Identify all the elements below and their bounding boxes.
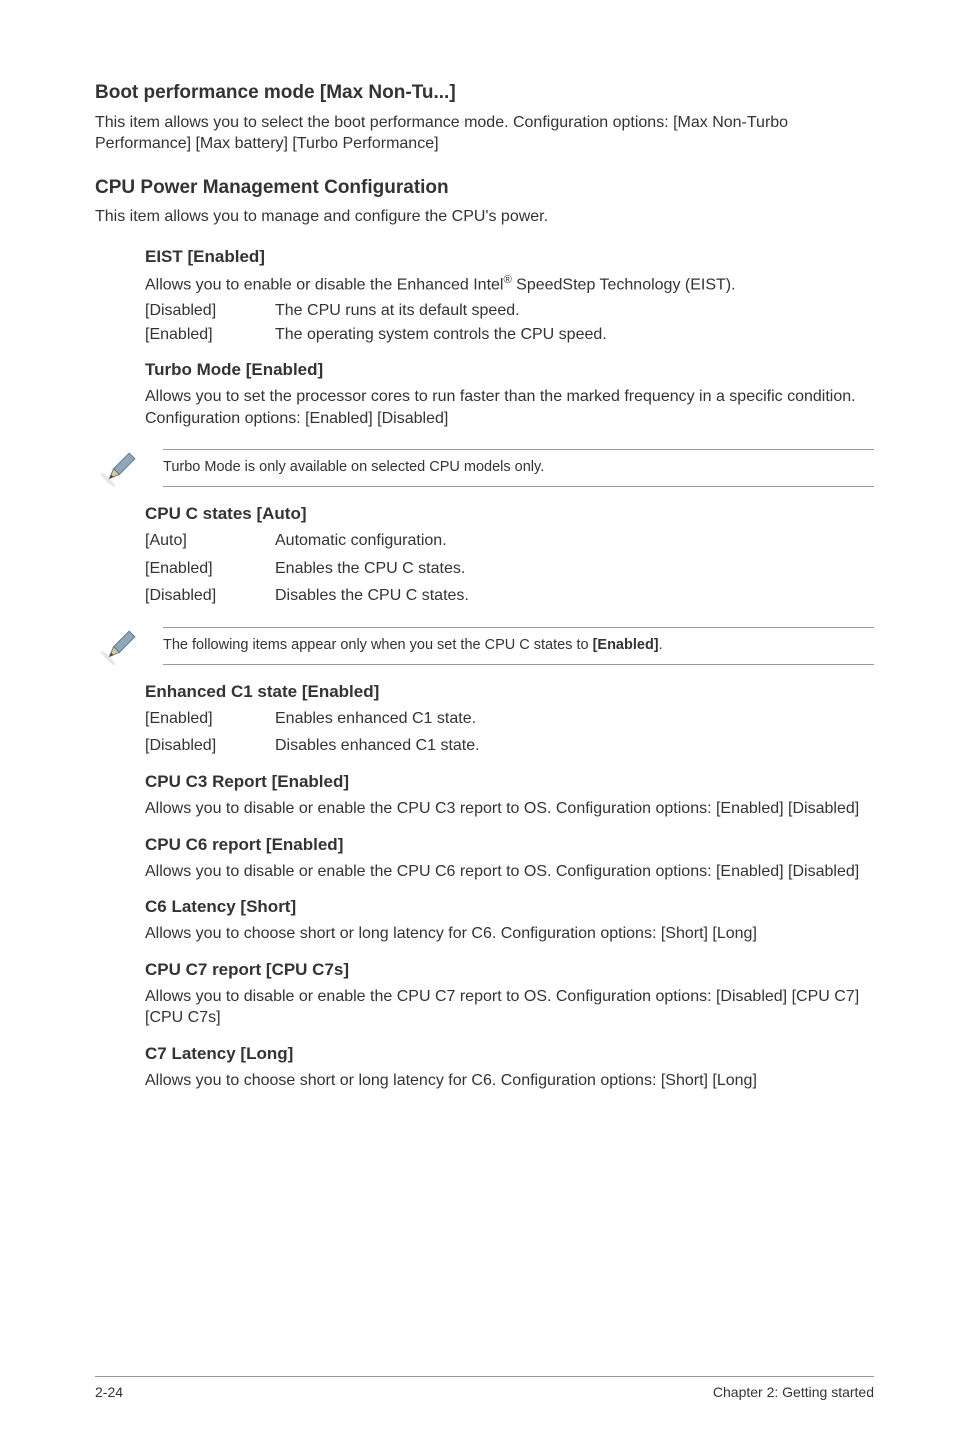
eist-disabled-label: [Disabled]: [145, 300, 275, 322]
cpu-pm-body: This item allows you to manage and confi…: [95, 206, 874, 228]
c3-title: CPU C3 Report [Enabled]: [145, 771, 874, 794]
note-rule: [163, 664, 874, 665]
pencil-icon: [99, 625, 141, 667]
footer-chapter: Chapter 2: Getting started: [713, 1383, 874, 1402]
enh-c1-def: [Enabled] Enables enhanced C1 state. [Di…: [145, 708, 874, 757]
eist-title: EIST [Enabled]: [145, 246, 874, 269]
c7-title: CPU C7 report [CPU C7s]: [145, 959, 874, 982]
cstates-auto-val: Automatic configuration.: [275, 530, 874, 552]
c7-body: Allows you to disable or enable the CPU …: [145, 986, 874, 1029]
pencil-icon: [99, 447, 141, 489]
eist-intro: Allows you to enable or disable the Enha…: [145, 273, 874, 296]
note-cstates-text-wrap: The following items appear only when you…: [163, 627, 874, 665]
c3-body: Allows you to disable or enable the CPU …: [145, 798, 874, 820]
eist-intro-pre: Allows you to enable or disable the Enha…: [145, 276, 503, 293]
registered-mark: ®: [503, 274, 511, 286]
note-cstates: The following items appear only when you…: [95, 625, 874, 667]
page-footer: 2-24 Chapter 2: Getting started: [95, 1376, 874, 1402]
c6lat-body: Allows you to choose short or long laten…: [145, 923, 874, 945]
cstates-auto-label: [Auto]: [145, 530, 275, 552]
eist-enabled-label: [Enabled]: [145, 324, 275, 346]
enh-c1-disabled-val: Disables enhanced C1 state.: [275, 735, 874, 757]
cstates-disabled-val: Disables the CPU C states.: [275, 585, 874, 607]
eist-def: [Disabled] The CPU runs at its default s…: [145, 300, 874, 345]
enh-c1-disabled-label: [Disabled]: [145, 735, 275, 757]
cstates-enabled-label: [Enabled]: [145, 558, 275, 580]
cstates-block: CPU C states [Auto] [Auto] Automatic con…: [95, 503, 874, 607]
enh-c1-block: Enhanced C1 state [Enabled] [Enabled] En…: [95, 681, 874, 1091]
boot-perf-title: Boot performance mode [Max Non-Tu...]: [95, 80, 874, 106]
turbo-title: Turbo Mode [Enabled]: [145, 359, 874, 382]
enh-c1-title: Enhanced C1 state [Enabled]: [145, 681, 874, 704]
cstates-title: CPU C states [Auto]: [145, 503, 874, 526]
cpu-pm-title: CPU Power Management Configuration: [95, 175, 874, 201]
note-turbo-text: Turbo Mode is only available on selected…: [163, 458, 874, 478]
c7lat-title: C7 Latency [Long]: [145, 1043, 874, 1066]
note2-bold: [Enabled]: [593, 637, 659, 653]
eist-block: EIST [Enabled] Allows you to enable or d…: [95, 246, 874, 429]
eist-enabled-val: The operating system controls the CPU sp…: [275, 324, 874, 346]
c6-body: Allows you to disable or enable the CPU …: [145, 861, 874, 883]
page: Boot performance mode [Max Non-Tu...] Th…: [0, 0, 954, 1438]
note-rule: [163, 627, 874, 628]
note-rule: [163, 486, 874, 487]
note-cstates-text: The following items appear only when you…: [163, 636, 874, 656]
footer-page: 2-24: [95, 1383, 123, 1402]
note-turbo-text-wrap: Turbo Mode is only available on selected…: [163, 449, 874, 487]
c6lat-title: C6 Latency [Short]: [145, 896, 874, 919]
cstates-def: [Auto] Automatic configuration. [Enabled…: [145, 530, 874, 607]
boot-perf-body: This item allows you to select the boot …: [95, 112, 874, 155]
eist-intro-post: SpeedStep Technology (EIST).: [512, 276, 736, 293]
enh-c1-enabled-label: [Enabled]: [145, 708, 275, 730]
note-rule: [163, 449, 874, 450]
c7lat-body: Allows you to choose short or long laten…: [145, 1070, 874, 1092]
eist-disabled-val: The CPU runs at its default speed.: [275, 300, 874, 322]
c6-title: CPU C6 report [Enabled]: [145, 834, 874, 857]
note-turbo: Turbo Mode is only available on selected…: [95, 447, 874, 489]
enh-c1-enabled-val: Enables enhanced C1 state.: [275, 708, 874, 730]
turbo-body: Allows you to set the processor cores to…: [145, 386, 874, 429]
note2-post: .: [659, 637, 663, 653]
note2-pre: The following items appear only when you…: [163, 637, 593, 653]
cstates-enabled-val: Enables the CPU C states.: [275, 558, 874, 580]
cstates-disabled-label: [Disabled]: [145, 585, 275, 607]
